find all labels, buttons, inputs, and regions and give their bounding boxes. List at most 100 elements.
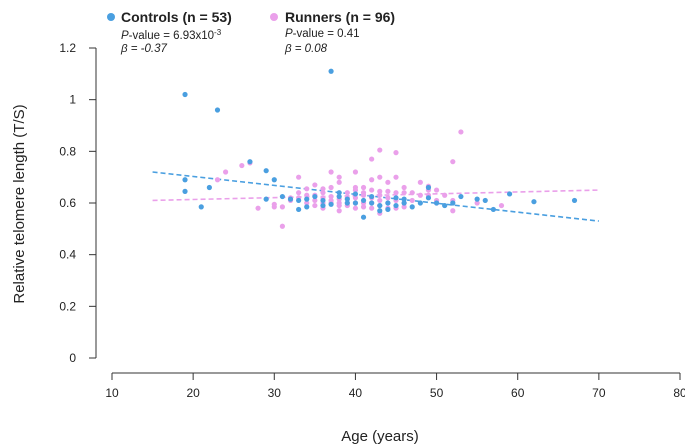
data-point-runners [385, 188, 391, 194]
data-point-runners [352, 187, 359, 193]
data-point-runners [328, 169, 334, 175]
data-point-runners [498, 202, 505, 209]
data-point-runners [377, 174, 383, 180]
data-point-runners [369, 156, 375, 162]
data-point-controls [360, 197, 367, 204]
data-point-controls [296, 206, 302, 213]
data-point-runners [393, 190, 399, 196]
data-point-runners [360, 204, 367, 210]
data-point-controls [304, 204, 310, 210]
data-point-controls [393, 195, 399, 201]
x-tick-label: 10 [105, 386, 119, 400]
data-point-controls [474, 196, 480, 202]
data-point-controls [369, 193, 375, 200]
legend-beta-runners: β = 0.08 [285, 43, 328, 55]
y-tick-label: 0.6 [59, 196, 76, 210]
data-point-runners [312, 202, 318, 209]
data-point-runners [344, 190, 350, 196]
data-point-runners [385, 179, 391, 185]
data-point-runners [377, 188, 383, 194]
data-point-controls [385, 200, 391, 206]
data-point-runners [369, 177, 375, 183]
data-point-controls [393, 202, 399, 209]
data-point-runners [279, 204, 285, 210]
data-point-controls [304, 196, 310, 202]
data-point-runners [304, 200, 310, 206]
data-point-controls [206, 184, 212, 191]
trend-line-runners [152, 189, 599, 202]
data-point-controls [401, 200, 407, 206]
legend-dot-runners [270, 13, 278, 21]
data-point-runners [271, 204, 277, 210]
data-point-runners [328, 193, 334, 200]
data-point-runners [279, 223, 285, 229]
data-point-runners [320, 190, 326, 196]
x-tick-label: 40 [349, 386, 363, 400]
data-point-runners [401, 204, 407, 210]
data-point-controls [263, 196, 269, 202]
data-point-controls [344, 196, 350, 202]
data-point-controls [458, 193, 464, 200]
data-point-runners [255, 205, 261, 211]
data-point-runners [239, 162, 245, 169]
data-point-runners [369, 205, 375, 211]
data-point-runners [393, 174, 399, 180]
data-point-runners [360, 190, 367, 196]
data-point-runners [223, 169, 229, 175]
p-value-text: -value = 0.41 [292, 28, 360, 40]
data-point-runners [304, 186, 310, 192]
data-point-runners [417, 179, 423, 185]
data-point-controls [433, 200, 440, 206]
data-point-controls [442, 202, 448, 209]
data-point-controls [417, 200, 423, 206]
data-point-controls [247, 159, 253, 165]
data-point-controls [360, 214, 367, 220]
x-tick-label: 70 [592, 386, 606, 400]
data-point-controls [312, 193, 318, 200]
data-point-runners [336, 202, 342, 209]
data-point-runners [320, 186, 326, 192]
data-point-controls [531, 199, 537, 205]
data-point-runners [352, 169, 359, 175]
data-point-runners [336, 179, 342, 185]
data-point-controls [490, 206, 496, 213]
axes: 0 0.2 0.4 0.6 0.8 1 1.2 10 20 30 40 50 60 70 80 [59, 41, 685, 400]
data-point-runners [369, 187, 375, 193]
data-point-runners [417, 192, 423, 198]
legend-pvalue-runners: P-value = 0.41 [285, 28, 359, 40]
data-point-controls [198, 204, 204, 210]
legend-dot-controls [107, 13, 115, 21]
data-point-runners [296, 174, 302, 180]
y-tick-label: 1.2 [59, 41, 76, 55]
p-label: P [285, 28, 293, 40]
data-point-controls [271, 177, 277, 183]
legend-pvalue-controls: P-value = 6.93x10-3 [121, 28, 221, 42]
data-point-controls [507, 191, 513, 197]
x-axis-label: Age (years) [341, 428, 419, 445]
data-point-runners [312, 197, 318, 204]
data-point-runners [377, 197, 383, 204]
data-point-controls [320, 197, 326, 204]
data-point-runners [442, 192, 448, 198]
data-point-controls [571, 197, 578, 204]
data-point-runners [409, 190, 415, 196]
data-point-controls [214, 107, 221, 113]
x-tick-label: 20 [186, 386, 200, 400]
y-tick-label: 0 [69, 351, 76, 365]
data-point-runners [304, 192, 310, 198]
x-tick-label: 80 [673, 386, 685, 400]
data-point-controls [401, 196, 407, 202]
data-point-runners [360, 184, 367, 191]
data-point-controls [377, 202, 383, 209]
data-point-controls [482, 197, 488, 204]
data-point-controls [344, 200, 350, 206]
data-point-controls [377, 208, 383, 214]
data-point-controls [328, 201, 334, 207]
x-tick-label: 50 [430, 386, 444, 400]
data-point-runners [328, 184, 334, 191]
legend-title-runners: Runners (n = 96) [285, 9, 396, 25]
data-point-runners [433, 187, 440, 193]
trend-lines [152, 171, 599, 222]
data-point-runners [393, 150, 399, 156]
